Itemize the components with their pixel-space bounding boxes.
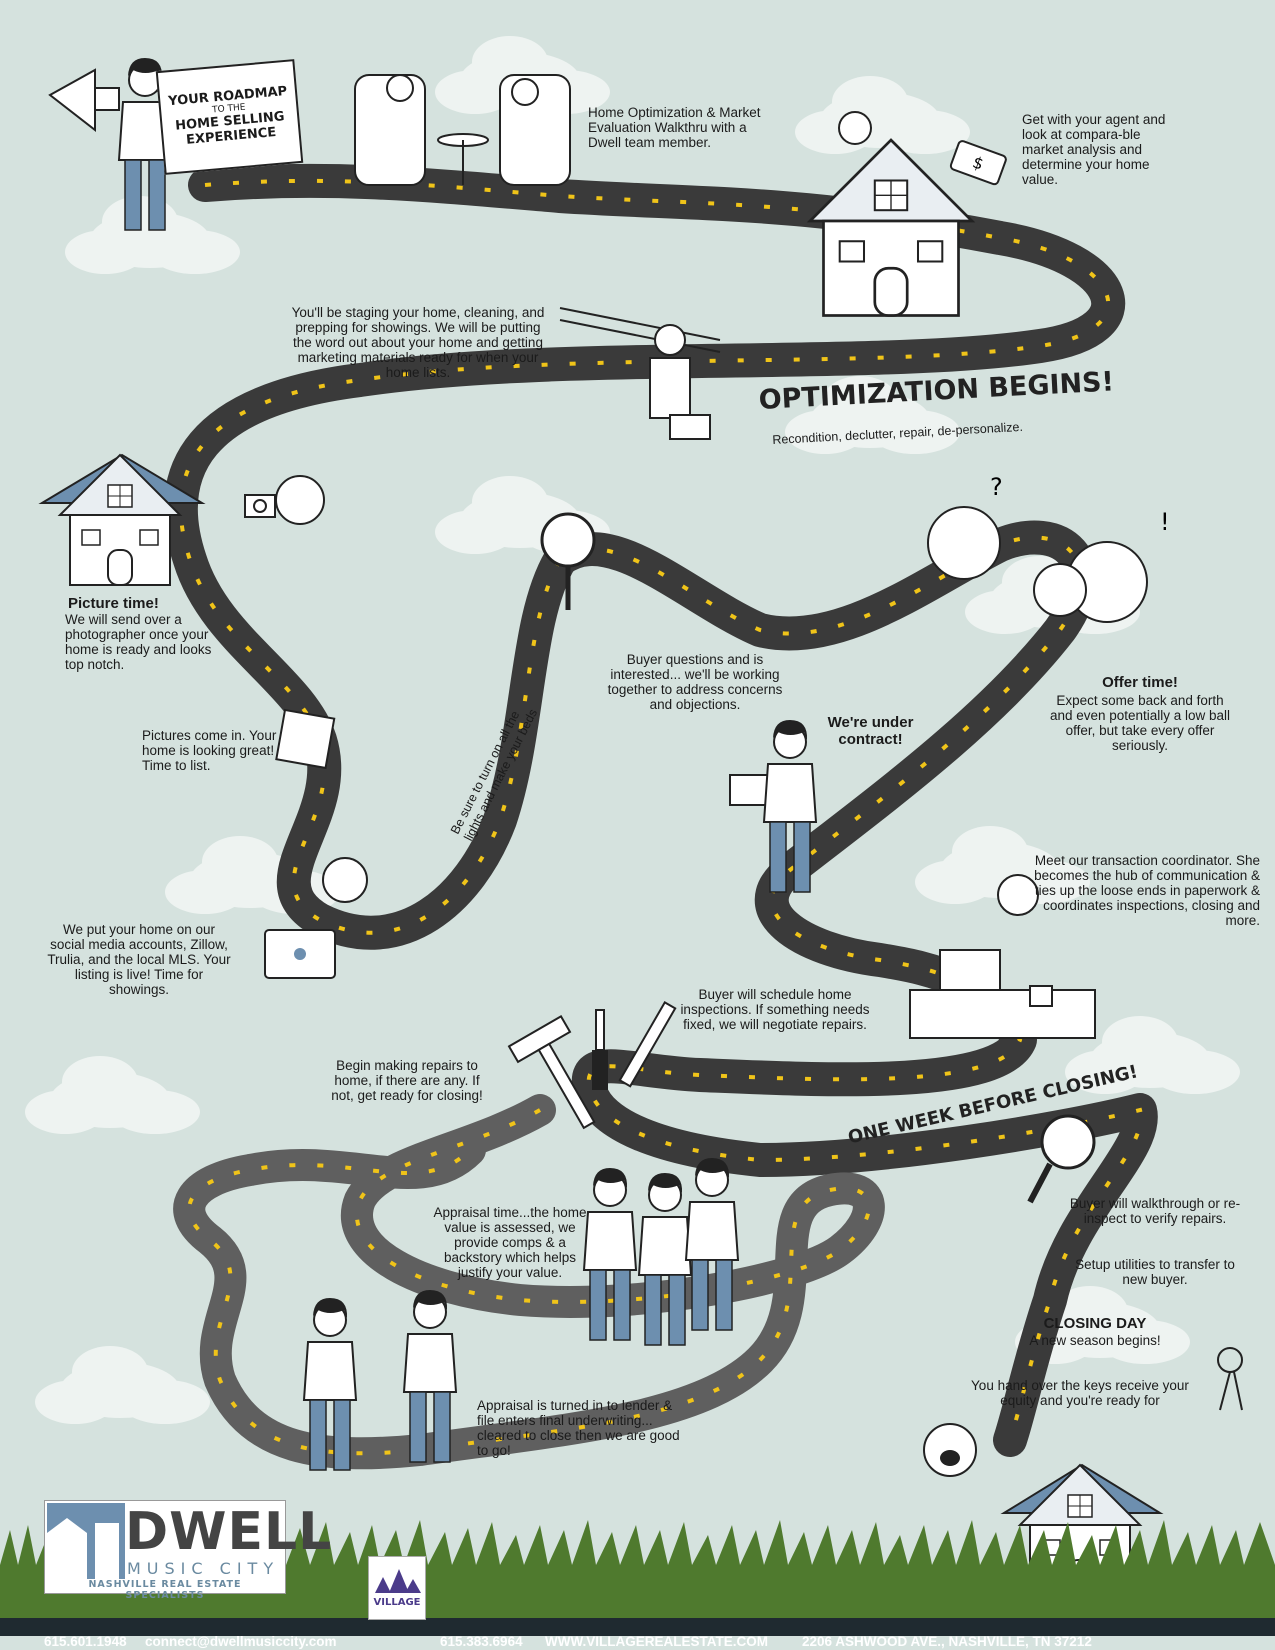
closing-house xyxy=(1000,1463,1164,1596)
offer-body: Expect some back and forth and even pote… xyxy=(1049,693,1231,753)
village-logo: VILLAGE xyxy=(368,1556,426,1620)
megaphone-icon xyxy=(48,68,120,133)
svg-text:!: ! xyxy=(1160,508,1170,536)
roadmap-sign: YOUR ROADMAP TO THE HOME SELLING EXPERIE… xyxy=(155,59,304,175)
step-pictures-in: Pictures come in. Your home is looking g… xyxy=(142,728,277,773)
step-listing-live: We put your home on our social media acc… xyxy=(47,922,231,997)
logo-word: DWELL xyxy=(125,1502,333,1562)
hammer-icon xyxy=(507,1014,596,1130)
picture-title: Picture time! xyxy=(68,595,159,612)
magnifier-icon xyxy=(540,512,596,610)
laptop-icon xyxy=(264,929,336,979)
house-icon xyxy=(808,138,974,317)
buyer-circles: ? ! xyxy=(927,473,1170,623)
logo-subtitle: MUSIC CITY xyxy=(127,1559,280,1578)
step-keys: You hand over the keys receive your equi… xyxy=(971,1378,1189,1408)
verify-magnifier-icon xyxy=(1027,1114,1096,1204)
road-main xyxy=(163,163,1158,1457)
footer-email[interactable]: connect@dwellmusiccity.com xyxy=(145,1634,337,1649)
footer-website[interactable]: WWW.VILLAGEREALESTATE.COM xyxy=(545,1634,768,1649)
phone-icon xyxy=(1033,563,1087,617)
footer-bar xyxy=(0,1618,1275,1636)
coffee-mug-icon xyxy=(1029,985,1053,1007)
armchair-meeting xyxy=(354,74,571,186)
photographer xyxy=(275,475,325,525)
wrench-icon xyxy=(618,1000,677,1088)
step-utilities: Setup utilities to transfer to new buyer… xyxy=(1075,1257,1235,1287)
keys-icon xyxy=(1217,1347,1243,1411)
photo-icon xyxy=(275,708,336,770)
dwell-logo: DWELL MUSIC CITY NASHVILLE REAL ESTATE S… xyxy=(44,1500,331,1601)
step-staging: You'll be staging your home, cleaning, a… xyxy=(291,305,545,380)
step-walkthru: Home Optimization & Market Evaluation Wa… xyxy=(588,105,761,150)
coordinator-desk xyxy=(909,874,1096,1039)
svg-text:?: ? xyxy=(990,473,1003,501)
step-underwriting: Appraisal is turned in to lender & file … xyxy=(477,1398,680,1458)
agent-woman xyxy=(838,111,872,145)
book-icon xyxy=(729,774,771,806)
footer-phone-village[interactable]: 615.383.6964 xyxy=(440,1634,523,1649)
step-appraisal: Appraisal time...the home value is asses… xyxy=(433,1205,587,1280)
dwell-logo-mark xyxy=(47,1503,125,1579)
logo-tagline: NASHVILLE REAL ESTATE SPECIALISTS xyxy=(88,1579,242,1601)
closing-title: CLOSING DAY xyxy=(1043,1315,1147,1332)
offer-title: Offer time! xyxy=(1102,674,1178,691)
closing-subtitle: A new season begins! xyxy=(1029,1333,1161,1348)
under-contract: We're under contract! xyxy=(827,714,914,748)
listing-house xyxy=(38,453,206,586)
price-tag-icon: $ xyxy=(949,140,1007,186)
step-inspections: Buyer will schedule home inspections. If… xyxy=(680,987,870,1032)
footer-address: 2206 ASHWOOD AVE., NASHVILLE, TN 37212 xyxy=(802,1634,1092,1649)
step-repairs: Begin making repairs to home, if there a… xyxy=(331,1058,483,1103)
step-coordinator: Meet our transaction coordinator. She be… xyxy=(1034,853,1260,928)
picture-body: We will send over a photographer once yo… xyxy=(65,612,212,672)
step-walkthrough: Buyer will walkthrough or re-inspect to … xyxy=(1069,1196,1241,1226)
handyman xyxy=(649,324,691,419)
village-word: VILLAGE xyxy=(373,1597,421,1608)
ladder-icon xyxy=(559,307,721,353)
listing-woman xyxy=(322,857,368,903)
village-houses-icon xyxy=(375,1569,421,1593)
celebrating-child xyxy=(923,1423,977,1477)
toolbox-icon xyxy=(669,414,711,440)
lane-marks-lower xyxy=(187,1108,871,1456)
step-buyer-questions: Buyer questions and is interested... we'… xyxy=(607,652,783,712)
camera-icon xyxy=(244,494,276,518)
screwdriver-icon xyxy=(592,1009,608,1090)
footer-phone-dwell[interactable]: 615.601.1948 xyxy=(44,1634,127,1649)
step-agent: Get with your agent and look at compara-… xyxy=(1022,112,1166,187)
